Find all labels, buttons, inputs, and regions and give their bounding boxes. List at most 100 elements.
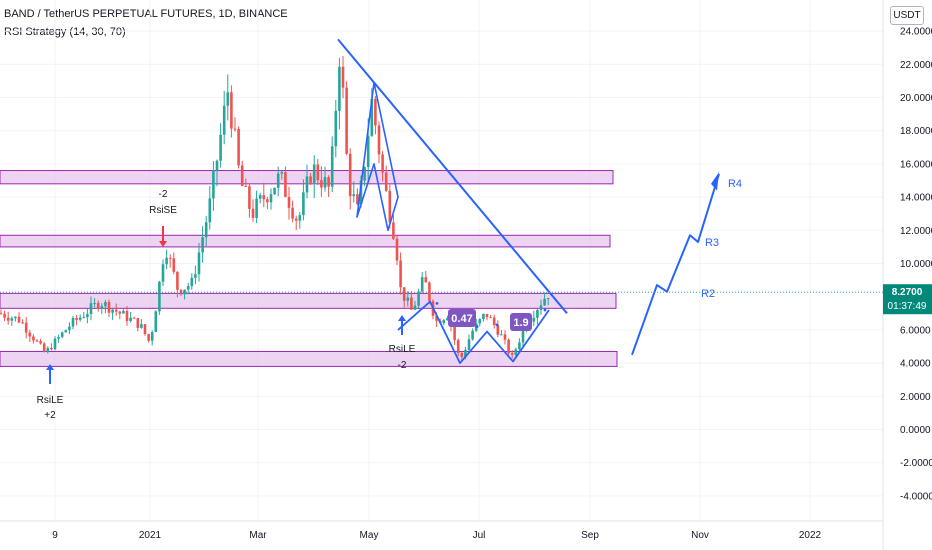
currency-unit-button[interactable]: USDT (890, 6, 924, 25)
candle-body (154, 311, 158, 333)
signal-rsile: RsiLE +2 (37, 364, 64, 421)
sr-zone (0, 234, 611, 248)
candle-body (323, 177, 327, 188)
signal-arrowhead (46, 364, 54, 370)
candle-body (345, 87, 348, 154)
candle-body (237, 128, 240, 166)
candle-body (392, 222, 395, 239)
candle-body (150, 332, 154, 341)
candle-body (118, 311, 122, 314)
candle-body (64, 330, 68, 333)
candle-body (111, 309, 114, 313)
candle-body (186, 286, 190, 290)
candle-body (122, 310, 125, 314)
sr-zone (0, 292, 617, 309)
y-tick-label: 16.0000 (900, 159, 932, 170)
candle-body (230, 92, 233, 129)
signal-label: RsiSE (149, 205, 177, 216)
indicator-legend[interactable]: RSI Strategy (14, 30, 70) (4, 26, 126, 38)
x-tick-label: 9 (52, 530, 58, 541)
candle-body (194, 274, 197, 278)
candle-body (485, 313, 489, 318)
y-tick-label: 20.0000 (900, 93, 932, 104)
candle-body (201, 237, 204, 253)
candle-body (28, 332, 32, 337)
candle-body (136, 318, 140, 328)
pattern-dot (495, 323, 499, 327)
value-label: 0.47 (448, 309, 476, 327)
candle-body (309, 176, 312, 183)
y-tick-label: 24.0000 (900, 27, 932, 38)
candles (0, 56, 550, 361)
y-tick-label: -4.0000 (900, 491, 932, 502)
time-axis[interactable]: 9 2021 Mar May Jul Sep Nov 2022 (52, 530, 821, 541)
candle-body (338, 66, 341, 111)
current-price-label: 8.2700 (892, 287, 923, 298)
candle-body (327, 177, 330, 187)
y-tick-label: 4.0000 (900, 359, 931, 370)
candle-body (208, 198, 212, 223)
candle-body (161, 264, 165, 282)
pattern-dot (435, 301, 439, 305)
candle-body (316, 164, 320, 181)
candle-body (204, 222, 208, 238)
x-tick-label: Nov (691, 530, 709, 541)
x-tick-label: 2022 (799, 530, 822, 541)
candle-body (190, 277, 194, 287)
projection-arrowhead (711, 172, 719, 191)
candle-body (424, 277, 428, 283)
candle-body (226, 92, 230, 106)
candle-body (248, 186, 251, 209)
candle-body (14, 316, 17, 319)
annotations: R4 R3 R2 0.47 1.9 RsiLE +2 -2 RsiSE RsiLE -2 (37, 178, 742, 421)
candle-body (6, 317, 10, 321)
candle-body (104, 301, 107, 307)
chart-title: BAND / TetherUS PERPETUAL FUTURES, 1D, B… (4, 8, 288, 20)
candle-body (212, 170, 215, 199)
candle-body (255, 198, 258, 218)
y-tick-label: 12.0000 (900, 226, 932, 237)
candle-body (500, 334, 503, 336)
candle-body (258, 195, 262, 199)
price-axis[interactable]: 24.0000 22.0000 20.0000 18.0000 16.0000 14.00… (900, 27, 932, 503)
candle-body (276, 173, 280, 188)
candle-body (3, 313, 6, 318)
x-tick-label: May (360, 530, 379, 541)
price-badge: 8.2700 01:37:49 (883, 284, 932, 315)
candle-body (471, 330, 474, 340)
candle-body (330, 146, 334, 187)
projection-label-r3: R3 (705, 237, 719, 249)
candle-body (402, 287, 406, 301)
candle-body (352, 194, 356, 197)
signal-rsile: RsiLE -2 (389, 315, 416, 371)
candle-body (42, 343, 46, 352)
value-label-text: 0.47 (451, 313, 472, 325)
pattern-dot (475, 325, 479, 328)
candle-body (384, 172, 388, 191)
projection-label-r2: R2 (701, 288, 715, 300)
value-label-bg (448, 309, 476, 327)
candle-body (107, 301, 111, 313)
candle-body (143, 324, 147, 335)
candle-body (284, 172, 287, 197)
candle-body (302, 192, 305, 216)
candle-body (348, 153, 352, 197)
candle-body (269, 194, 273, 203)
projection-path (631, 173, 720, 356)
candle-body (262, 195, 266, 200)
candle-body (50, 347, 53, 350)
candle-body (244, 185, 248, 187)
signal-qty: +2 (44, 410, 56, 421)
y-tick-label: 14.0000 (900, 193, 932, 204)
candle-body (359, 180, 363, 205)
candle-body (482, 313, 485, 320)
candle-body (219, 134, 222, 161)
candle-body (507, 339, 510, 354)
projection-label-r4: R4 (728, 178, 742, 190)
candle-body (366, 135, 370, 168)
candle-body (158, 281, 161, 312)
candle-body (492, 317, 496, 325)
candle-body (39, 341, 42, 344)
candle-body (291, 207, 294, 219)
